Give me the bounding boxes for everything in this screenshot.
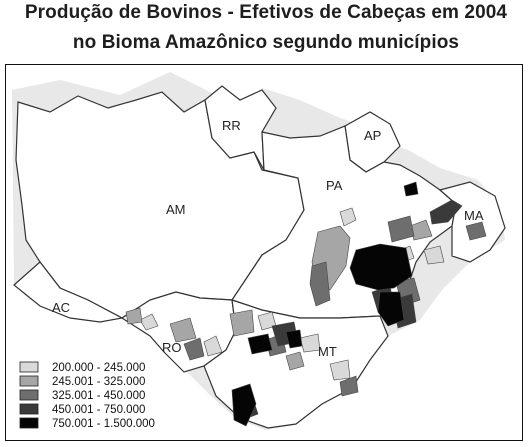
legend-swatch-4 [20, 404, 38, 414]
state-label-rr: RR [222, 118, 241, 133]
state-label-ma: MA [464, 208, 484, 223]
legend-swatch-3 [20, 390, 38, 400]
state-label-am: AM [166, 202, 186, 217]
legend-swatch-1 [20, 362, 38, 372]
state-label-mt: MT [318, 344, 337, 359]
legend-swatch-5 [20, 418, 38, 428]
state-label-pa: PA [326, 178, 343, 193]
legend-label-5: 750.001 - 1.500.000 [52, 418, 155, 430]
legend-swatch-2 [20, 376, 38, 386]
legend-label-2: 245.001 - 325.000 [52, 376, 145, 388]
state-label-ac: AC [52, 300, 70, 315]
state-label-ro: RO [162, 340, 182, 355]
legend-label-4: 450.001 - 750.000 [52, 404, 145, 416]
legend: 200.000 - 245.000 245.001 - 325.000 325.… [20, 362, 155, 430]
state-label-ap: AP [364, 128, 381, 143]
legend-label-3: 325.001 - 450.000 [52, 390, 145, 402]
legend-label-1: 200.000 - 245.000 [52, 362, 145, 374]
